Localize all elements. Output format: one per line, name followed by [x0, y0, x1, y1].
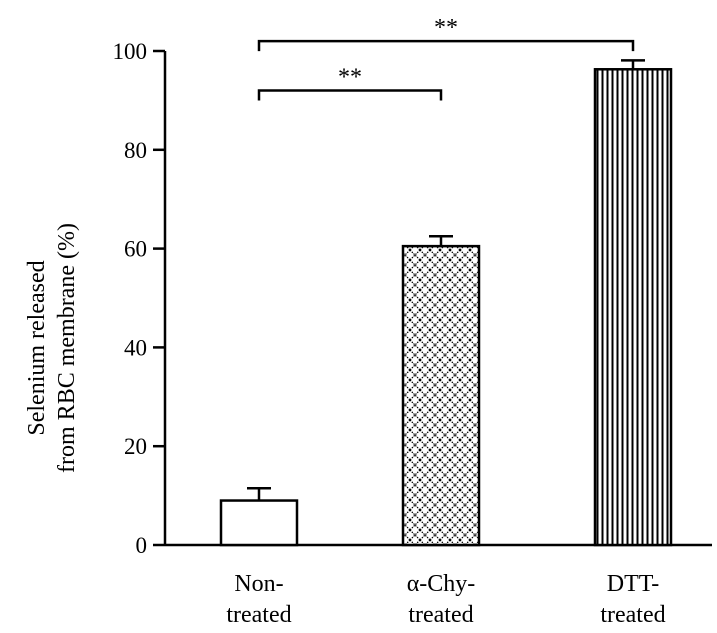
y-tick-label-40: 40 [124, 335, 147, 360]
x-category-label-0-line-1: Non- [234, 571, 283, 597]
bars [219, 68, 673, 547]
y-tick-label-80: 80 [124, 138, 147, 163]
y-tick-label-0: 0 [136, 533, 148, 558]
x-category-label-1-line-2: treated [408, 602, 473, 628]
x-category-label-1-line-1: α-Chy- [407, 571, 476, 597]
significance-bracket-0 [257, 89, 443, 101]
x-category-label-2-line-2: treated [600, 602, 665, 628]
x-axis-category-labels: Non-treated α-Chy-treated DTT-treated [226, 571, 665, 628]
x-category-label-2-line-1: DTT- [607, 571, 659, 597]
significance-label-0: ** [338, 65, 362, 91]
significance-brackets: ** ** [257, 15, 635, 101]
y-tick-label-20: 20 [124, 434, 147, 459]
bar-1 [401, 244, 481, 547]
y-tick-label-100: 100 [113, 39, 148, 64]
error-bars [247, 59, 645, 501]
bar-2 [593, 68, 673, 547]
y-tick-label-60: 60 [124, 237, 147, 262]
y-axis-title: Selenium released from RBC membrane (%) [24, 223, 80, 473]
y-axis-title-line-1: Selenium released [24, 260, 50, 435]
y-axis: 0 20 40 60 80 100 [113, 39, 167, 558]
bar-0 [219, 499, 299, 547]
y-axis-title-line-2: from RBC membrane (%) [54, 223, 80, 473]
significance-label-1: ** [434, 15, 458, 41]
x-category-label-0-line-2: treated [226, 602, 291, 628]
significance-bracket-1 [257, 39, 635, 52]
